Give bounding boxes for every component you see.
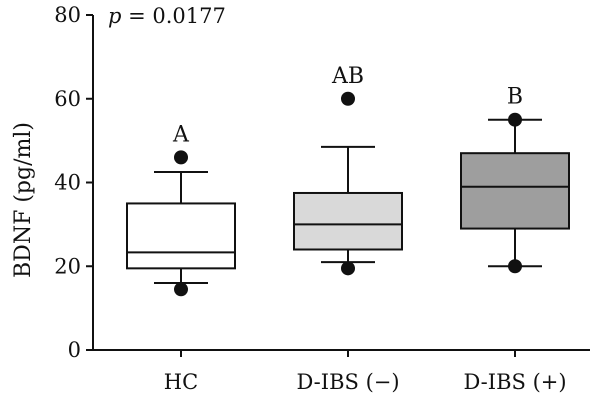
iqr-box: [126, 202, 236, 270]
outlier-point: [341, 261, 355, 276]
outlier-point: [174, 150, 188, 165]
y-tick-label: 0: [68, 338, 81, 362]
significance-label: B: [507, 85, 523, 110]
y-tick-label: 60: [54, 87, 81, 111]
x-category-label: D-IBS (−): [296, 370, 399, 394]
x-category-label: HC: [164, 370, 198, 394]
p-symbol: p: [108, 4, 121, 28]
y-axis-title: BDNF (pg/ml): [11, 122, 36, 278]
p-value-annotation: p = 0.0177: [108, 4, 226, 28]
box-group: B: [460, 85, 570, 274]
outlier-point: [508, 112, 522, 127]
iqr-box: [293, 191, 403, 251]
boxes: A AB B: [126, 64, 570, 297]
x-category-label: D-IBS (+): [463, 370, 566, 394]
iqr-box: [460, 152, 570, 230]
significance-label: A: [172, 122, 190, 147]
y-axis: 0 20 40 60 80: [54, 3, 94, 362]
y-tick-label: 80: [54, 3, 81, 27]
outlier-point: [174, 282, 188, 297]
x-axis: HC D-IBS (−) D-IBS (+): [93, 349, 590, 394]
outlier-point: [508, 259, 522, 274]
y-tick-label: 20: [54, 254, 81, 278]
box-group: AB: [293, 64, 403, 276]
box-group: A: [126, 122, 236, 297]
p-value: = 0.0177: [121, 4, 225, 28]
y-tick-label: 40: [54, 171, 81, 195]
significance-label: AB: [331, 64, 364, 89]
outlier-point: [341, 91, 355, 106]
